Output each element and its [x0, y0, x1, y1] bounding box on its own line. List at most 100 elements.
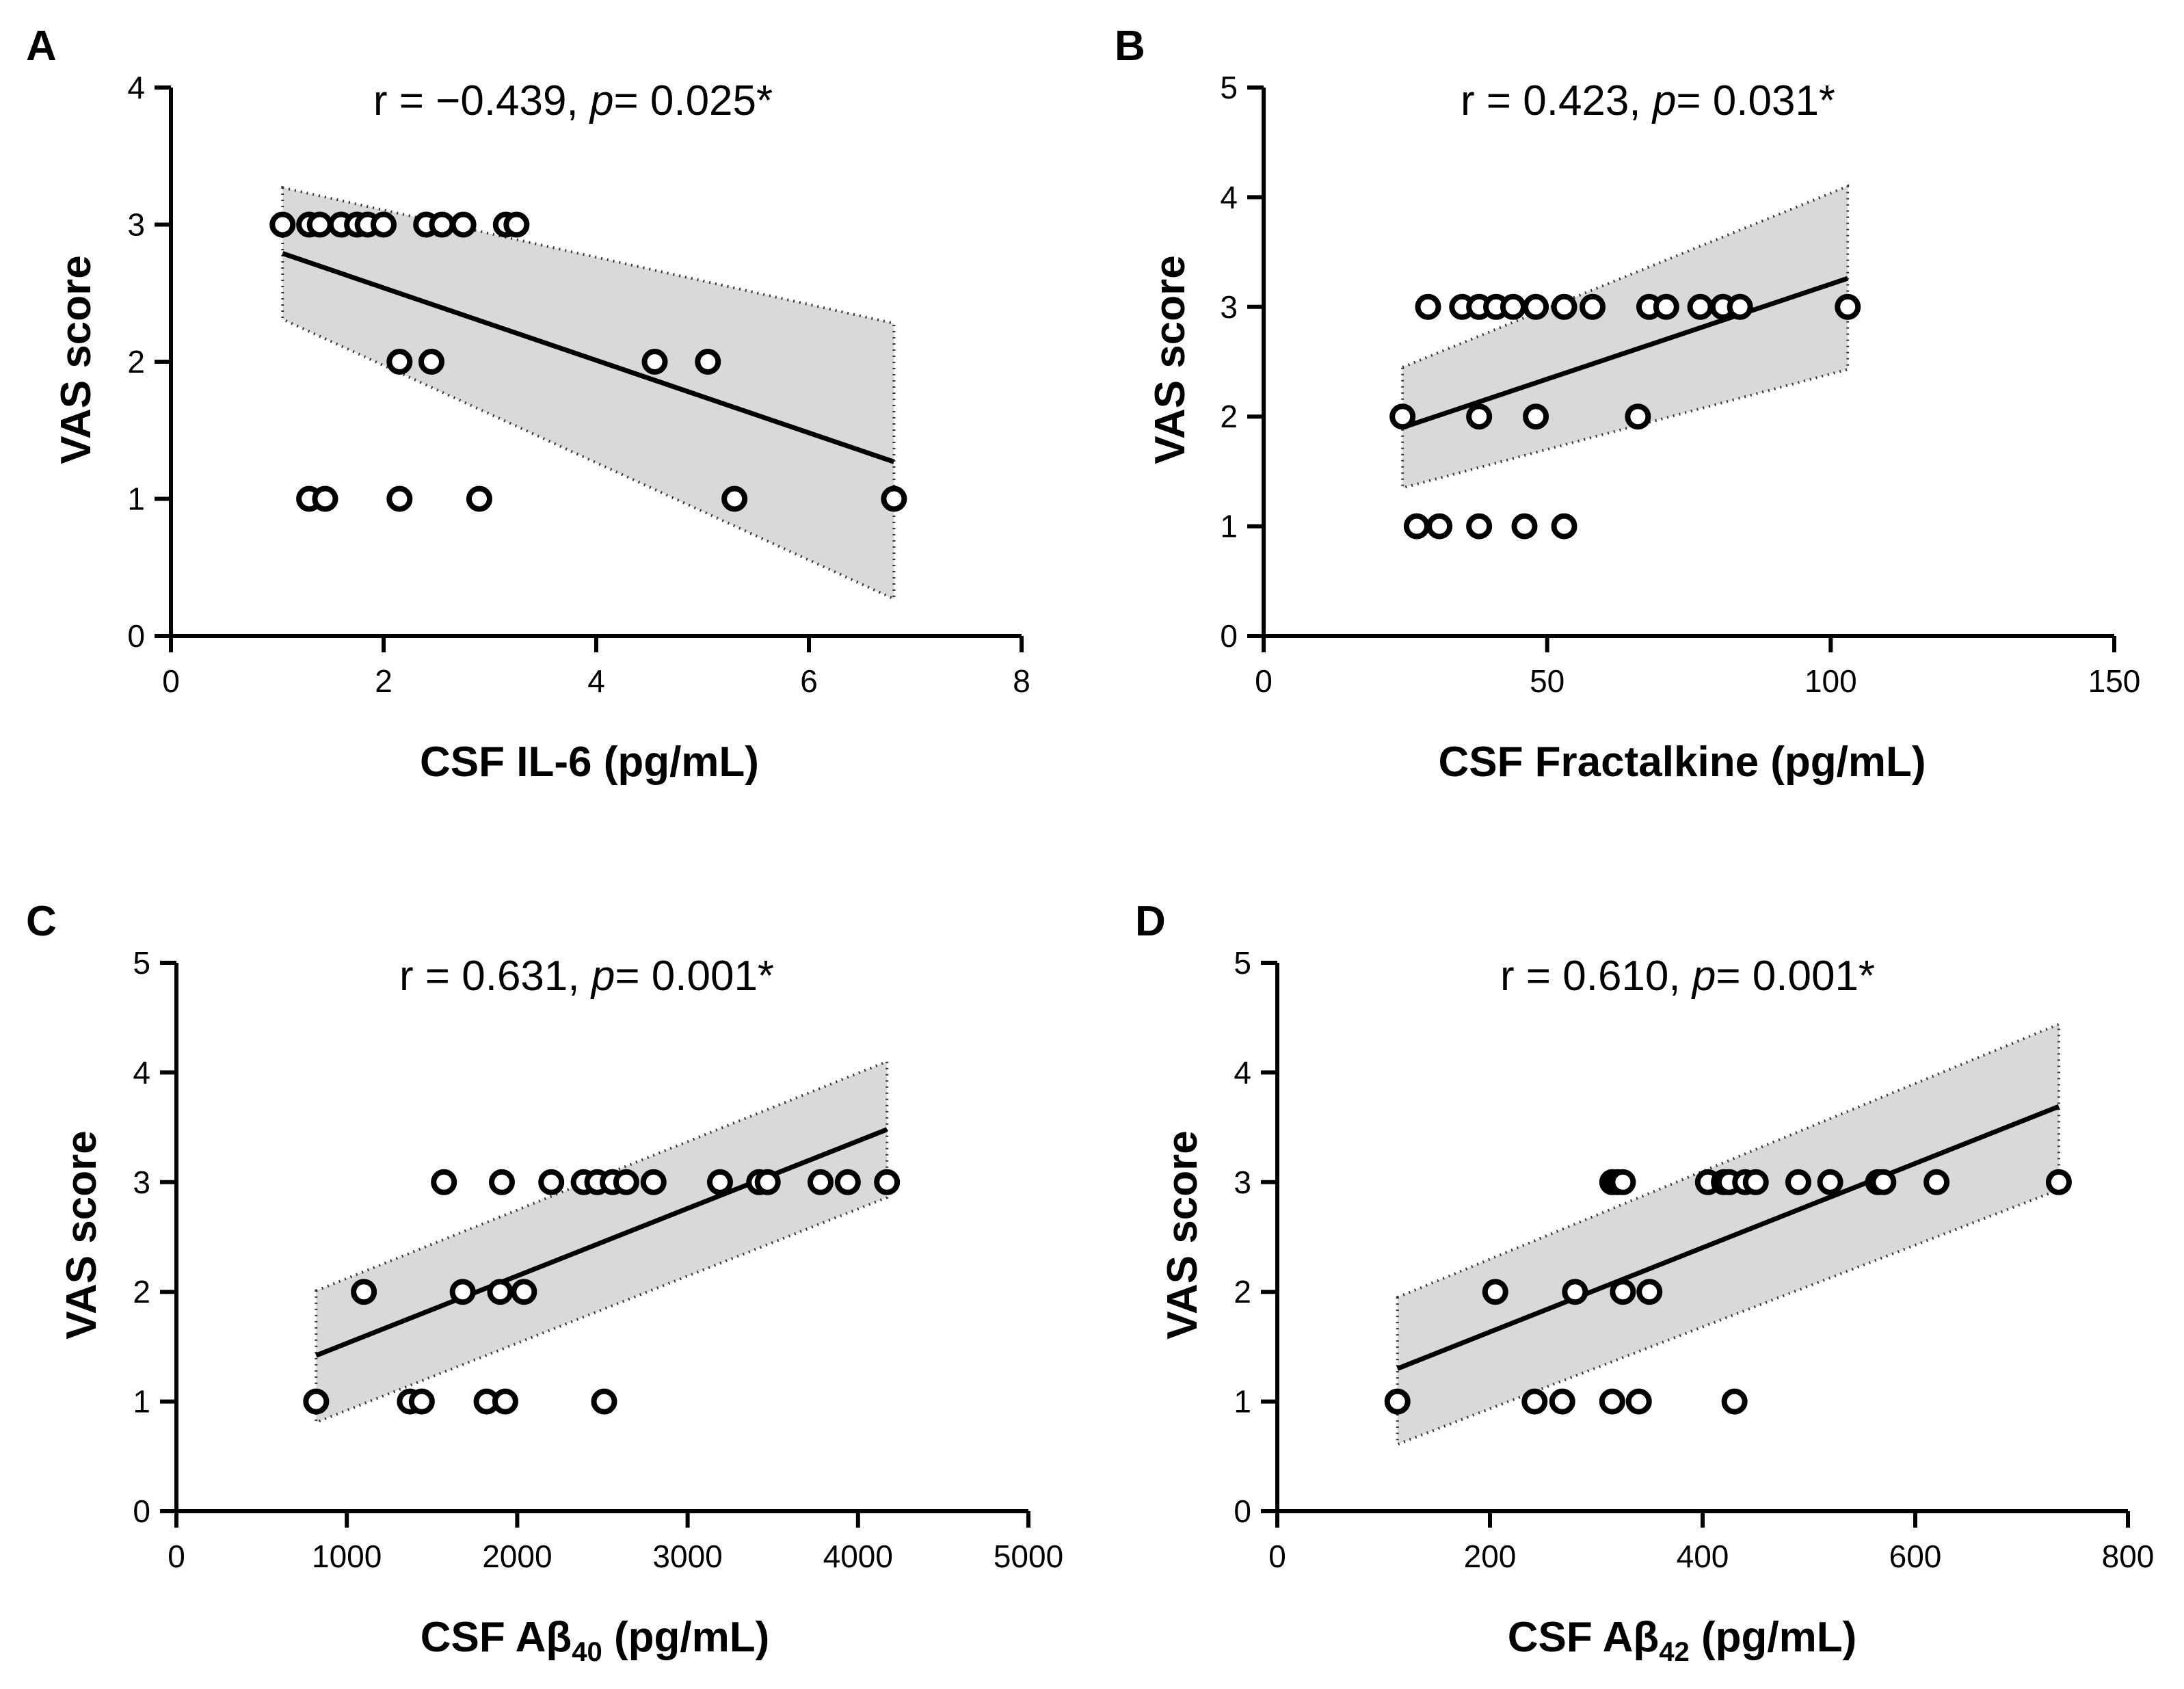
data-point — [371, 211, 397, 238]
x-tick-label: 50 — [1530, 663, 1564, 699]
data-point — [834, 1169, 861, 1195]
y-tick-label: 5 — [1220, 70, 1238, 105]
data-point — [269, 211, 296, 238]
data-point — [1415, 293, 1441, 320]
regression-line — [282, 251, 895, 464]
y-tick-label: 3 — [1234, 1165, 1251, 1200]
data-point — [386, 486, 413, 512]
data-point — [1625, 1388, 1652, 1415]
data-point — [2045, 1169, 2072, 1195]
data-point — [418, 349, 444, 375]
panel-label: C — [26, 898, 57, 945]
data-point — [706, 1169, 733, 1195]
data-point — [511, 1279, 537, 1305]
data-point — [591, 1388, 617, 1415]
data-point — [1389, 403, 1416, 430]
y-tick-label: 5 — [133, 945, 150, 981]
data-point — [1523, 293, 1549, 320]
data-point — [613, 1169, 639, 1195]
y-tick-label: 0 — [133, 1493, 150, 1529]
y-tick-label: 0 — [1220, 618, 1238, 654]
data-point — [1523, 403, 1549, 430]
data-point — [1599, 1388, 1625, 1415]
data-point — [503, 211, 530, 238]
x-tick-label: 100 — [1805, 663, 1857, 699]
data-point — [1482, 1279, 1508, 1305]
data-point — [1923, 1169, 1950, 1195]
x-tick-label: 5000 — [994, 1539, 1063, 1574]
data-point — [351, 1279, 377, 1305]
confidence-band — [1396, 1022, 2060, 1447]
data-point — [1551, 513, 1577, 540]
x-tick-label: 4 — [587, 663, 605, 699]
plot-area: 0 1 2 3 4 0 2 4 6 8 — [127, 70, 1030, 699]
x-tick-label: 1000 — [312, 1539, 382, 1574]
data-point — [1653, 293, 1679, 320]
data-point — [695, 349, 721, 375]
y-tick-label: 1 — [1234, 1384, 1251, 1420]
y-tick-label: 2 — [133, 1274, 150, 1309]
data-point — [1466, 403, 1493, 430]
x-axis-title: CSF Fractalkine (pg/mL) — [1438, 739, 1926, 786]
x-tick-label: 2 — [375, 663, 392, 699]
data-point — [1521, 1388, 1548, 1415]
data-point — [303, 1388, 330, 1415]
y-tick-label: 2 — [127, 344, 145, 380]
data-point — [449, 1279, 476, 1305]
y-tick-label: 1 — [1220, 509, 1238, 544]
panel-label: A — [26, 23, 57, 70]
data-point — [640, 1169, 667, 1195]
y-tick-label: 4 — [1234, 1054, 1251, 1090]
data-point — [306, 211, 333, 238]
data-point — [1817, 1169, 1843, 1195]
y-axis-title: VAS score — [1159, 1130, 1206, 1340]
x-tick-label: 0 — [1255, 663, 1273, 699]
x-tick-label: 200 — [1464, 1539, 1517, 1574]
regression-line — [1402, 276, 1849, 430]
x-tick-label: 2000 — [482, 1539, 552, 1574]
data-point — [1727, 293, 1753, 320]
y-tick-label: 0 — [1234, 1493, 1251, 1529]
regression-line — [1396, 1104, 2060, 1371]
data-point — [1466, 513, 1493, 540]
data-point — [492, 1388, 518, 1415]
data-point — [1785, 1169, 1811, 1195]
x-tick-label: 8 — [1013, 663, 1030, 699]
data-point — [1721, 1388, 1748, 1415]
data-point — [1742, 1169, 1769, 1195]
data-point — [1870, 1169, 1897, 1195]
data-point — [466, 486, 492, 512]
correlation-stat: r = 0.631, p= 0.001* — [399, 953, 774, 1000]
chart-panel-a: A r = −0.439, p= 0.025* 0 1 2 3 4 0 2 4 6 8 CSF I… — [26, 23, 1030, 786]
chart-panel-c: C r = 0.631, p= 0.001* 0 1 2 3 4 5 0 1000 2000 30… — [26, 898, 1063, 1667]
data-point — [450, 211, 477, 238]
data-point — [538, 1169, 565, 1195]
y-tick-label: 3 — [1220, 289, 1238, 325]
y-tick-label: 4 — [1220, 179, 1238, 215]
y-axis-title: VAS score — [58, 1130, 105, 1340]
data-point — [1426, 513, 1453, 540]
data-point — [408, 1388, 435, 1415]
x-axis-title: CSF Aβ40 (pg/mL) — [421, 1614, 770, 1667]
data-point — [1625, 403, 1651, 430]
data-point — [1835, 293, 1861, 320]
x-tick-label: 0 — [162, 663, 180, 699]
correlation-stat: r = 0.423, p= 0.031* — [1461, 77, 1835, 124]
plot-area: 0 1 2 3 4 5 0 200 400 600 800 — [1234, 945, 2154, 1574]
x-tick-label: 0 — [168, 1539, 185, 1574]
x-tick-label: 150 — [2088, 663, 2141, 699]
data-point — [431, 1169, 457, 1195]
confidence-band — [281, 185, 896, 601]
x-axis-title: CSF IL-6 (pg/mL) — [420, 739, 759, 786]
data-point — [1384, 1388, 1411, 1415]
data-point — [487, 1279, 514, 1305]
x-tick-label: 4000 — [823, 1539, 893, 1574]
panel-label: B — [1115, 23, 1145, 70]
data-point — [1580, 293, 1606, 320]
x-tick-label: 3000 — [652, 1539, 722, 1574]
x-tick-label: 800 — [2102, 1539, 2155, 1574]
data-point — [1549, 1388, 1575, 1415]
data-point — [754, 1169, 781, 1195]
